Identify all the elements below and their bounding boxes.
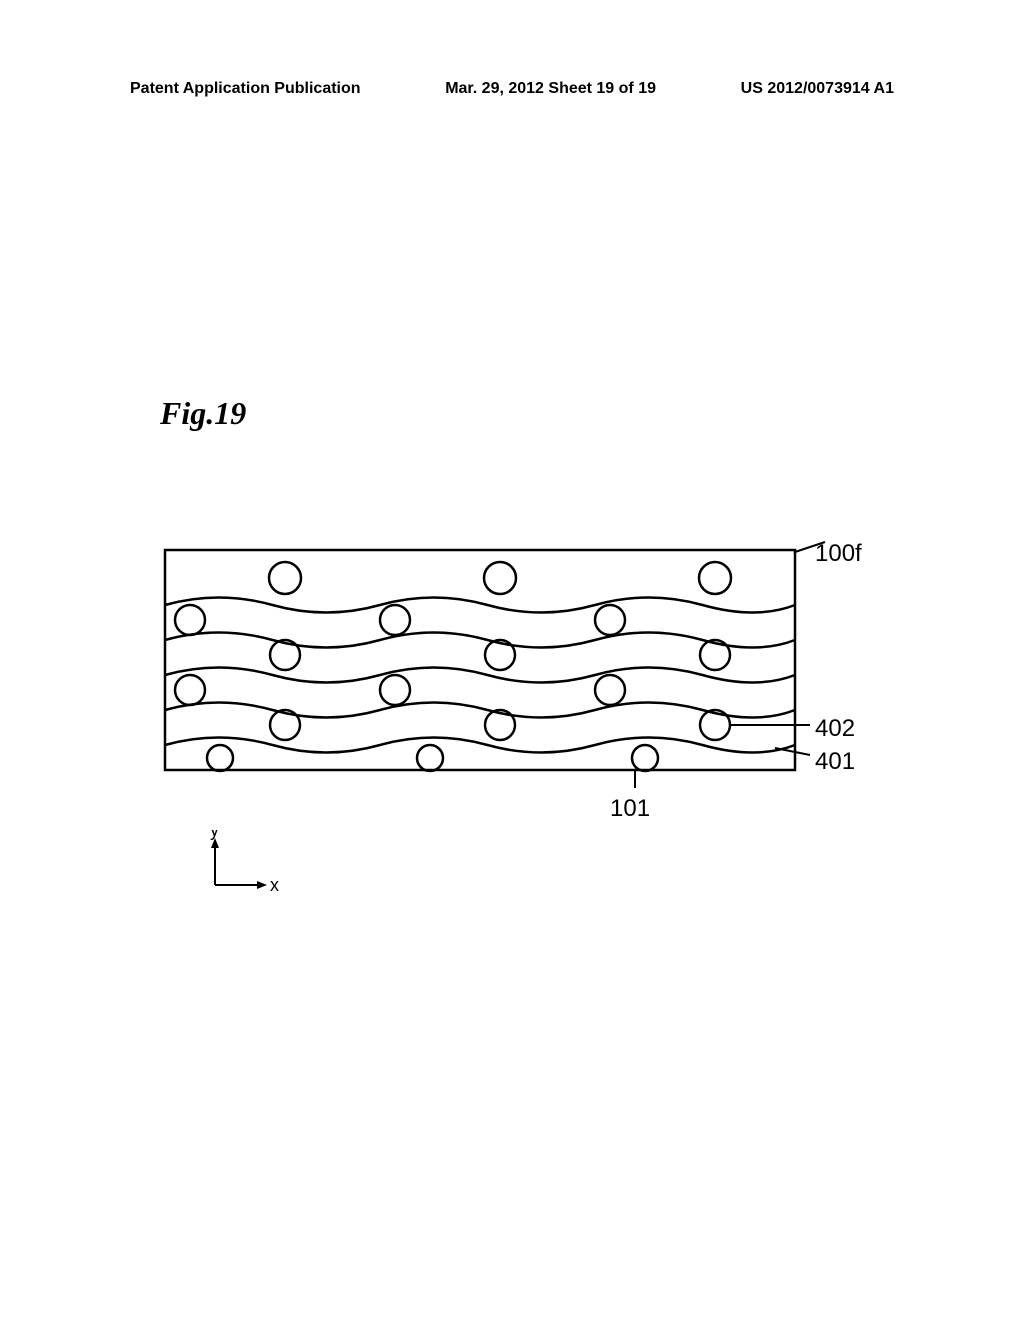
header-right: US 2012/0073914 A1: [741, 80, 894, 98]
axis-svg: y x: [200, 830, 300, 910]
circle: [270, 640, 300, 670]
wave-layer-1: [165, 633, 795, 648]
diagram-container: 100f402401101: [155, 530, 855, 810]
wave-layer-3: [165, 703, 795, 718]
y-axis-label: y: [210, 830, 219, 840]
ref-label-101: 101: [610, 795, 650, 823]
figure-label: Fig.19: [160, 395, 246, 432]
circle: [595, 675, 625, 705]
page-header: Patent Application Publication Mar. 29, …: [130, 80, 894, 98]
circle: [485, 640, 515, 670]
circle: [380, 605, 410, 635]
header-center: Mar. 29, 2012 Sheet 19 of 19: [445, 80, 656, 98]
ref-label-100f: 100f: [815, 540, 862, 568]
diagram-svg: [155, 530, 855, 810]
circle: [700, 640, 730, 670]
circle: [700, 710, 730, 740]
wave-layer-2: [165, 668, 795, 683]
ref-label-401: 401: [815, 748, 855, 776]
circle: [417, 745, 443, 771]
circle: [632, 745, 658, 771]
circle: [595, 605, 625, 635]
header-left: Patent Application Publication: [130, 80, 361, 98]
circle: [175, 675, 205, 705]
x-axis-label: x: [270, 875, 279, 895]
circle: [699, 562, 731, 594]
circle: [175, 605, 205, 635]
ref-label-402: 402: [815, 715, 855, 743]
wave-layer-0: [165, 598, 795, 613]
circle: [484, 562, 516, 594]
circle: [380, 675, 410, 705]
wave-layer-4: [165, 738, 795, 753]
circle: [269, 562, 301, 594]
circle: [270, 710, 300, 740]
leader-line: [775, 748, 810, 755]
x-axis-arrow: [257, 881, 267, 889]
circle: [485, 710, 515, 740]
axis-indicator: y x: [200, 830, 300, 915]
circle: [207, 745, 233, 771]
